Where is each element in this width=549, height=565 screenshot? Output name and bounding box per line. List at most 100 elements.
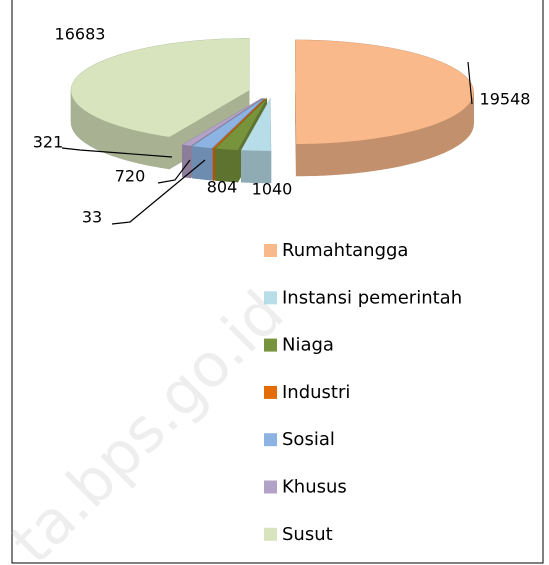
data-label: 720	[115, 167, 146, 186]
slice-side	[301, 143, 308, 177]
legend-label: Instansi pemerintah	[282, 287, 462, 308]
leader-line	[111, 159, 206, 225]
slice-side	[456, 111, 460, 147]
leader-line	[157, 159, 191, 184]
slice-side	[368, 138, 374, 172]
slice-top	[215, 98, 267, 151]
slice-side	[400, 132, 406, 167]
data-labels: 19548 1040 804 33 720 321 16683	[33, 25, 531, 227]
slice-side	[133, 129, 139, 164]
slice-side	[412, 129, 418, 164]
slice-side	[159, 135, 166, 169]
slice-side	[86, 111, 90, 146]
slice-top	[213, 98, 266, 149]
slice-side	[437, 121, 442, 156]
legend-swatch	[264, 433, 277, 447]
pie	[70, 38, 474, 184]
slice-side	[452, 114, 456, 150]
slice-side	[387, 135, 393, 169]
leader-line	[61, 147, 173, 158]
slice-side	[322, 142, 329, 176]
slice-side	[332, 142, 339, 176]
slice-side	[108, 121, 113, 156]
slice-side	[122, 126, 127, 161]
slice-side	[126, 127, 131, 162]
legend-label: Khusus	[282, 477, 347, 498]
slice-side	[358, 139, 364, 173]
data-label: 16683	[55, 25, 106, 44]
data-label: 804	[207, 178, 238, 197]
slice-side	[265, 150, 272, 184]
slice-side	[306, 143, 313, 177]
slice-side	[146, 132, 152, 167]
slice-side	[459, 110, 462, 145]
slice-side	[353, 140, 359, 174]
slice	[241, 97, 272, 184]
slice-side	[96, 116, 100, 152]
slice-side	[454, 113, 458, 148]
slice-top	[241, 98, 271, 151]
slice-side	[441, 120, 445, 155]
slice-side	[137, 130, 143, 165]
slice-side	[260, 150, 267, 184]
slice-top	[182, 98, 263, 146]
slice-side	[111, 123, 116, 158]
slice-side	[327, 142, 334, 176]
slice-side	[449, 116, 453, 151]
slice-side	[311, 143, 318, 177]
slice-side	[118, 125, 123, 160]
legend-label: Niaga	[282, 335, 334, 356]
slice-side	[420, 127, 425, 162]
data-label: 321	[33, 133, 64, 152]
legend-label: Susut	[282, 524, 333, 545]
slice-top	[71, 38, 250, 137]
legend-swatch	[264, 385, 277, 399]
slice-side	[155, 134, 161, 168]
slice-side	[88, 112, 92, 148]
slice-side	[446, 117, 451, 152]
slice-side	[338, 141, 344, 175]
slice-top	[295, 39, 474, 144]
slice-side	[255, 150, 262, 184]
slice-side	[424, 126, 429, 161]
legend-label: Sosial	[282, 429, 335, 450]
slice-side	[363, 139, 369, 173]
slice-side	[343, 141, 349, 175]
slice-side	[129, 128, 135, 163]
slice-side	[408, 130, 414, 165]
slice-side	[404, 131, 410, 166]
chart-border	[11, 0, 544, 564]
slice-side	[142, 131, 148, 166]
watermark: ta.bps.go.id	[0, 278, 297, 565]
slice-side	[93, 115, 97, 150]
legend-swatch	[264, 291, 277, 305]
data-label: 19548	[480, 90, 531, 109]
slice-side	[84, 109, 88, 145]
slice-side	[431, 123, 436, 158]
data-label: 33	[82, 208, 102, 227]
slice-side	[99, 118, 103, 153]
slice-side	[382, 136, 388, 170]
slice-top	[192, 98, 264, 149]
slice-side	[434, 122, 439, 157]
slice	[295, 39, 474, 177]
slice-side	[416, 128, 422, 163]
slice-side	[295, 143, 302, 177]
slice-side	[102, 119, 106, 154]
slice-side	[444, 118, 448, 153]
legend-swatch	[264, 244, 277, 257]
slice-side	[427, 125, 432, 160]
slice-side	[91, 114, 95, 149]
legend: Rumahtangga Instansi pemerintah Niaga Indus…	[264, 240, 462, 545]
slice-side	[105, 120, 109, 155]
slice-side	[164, 135, 170, 170]
legend-label: Rumahtangga	[282, 240, 408, 261]
legend-swatch	[264, 338, 277, 352]
slice-side	[150, 133, 156, 168]
slice-side	[348, 140, 354, 174]
slice-side	[395, 133, 401, 168]
legend-swatch	[264, 527, 277, 541]
legend-label: Industri	[282, 382, 350, 403]
